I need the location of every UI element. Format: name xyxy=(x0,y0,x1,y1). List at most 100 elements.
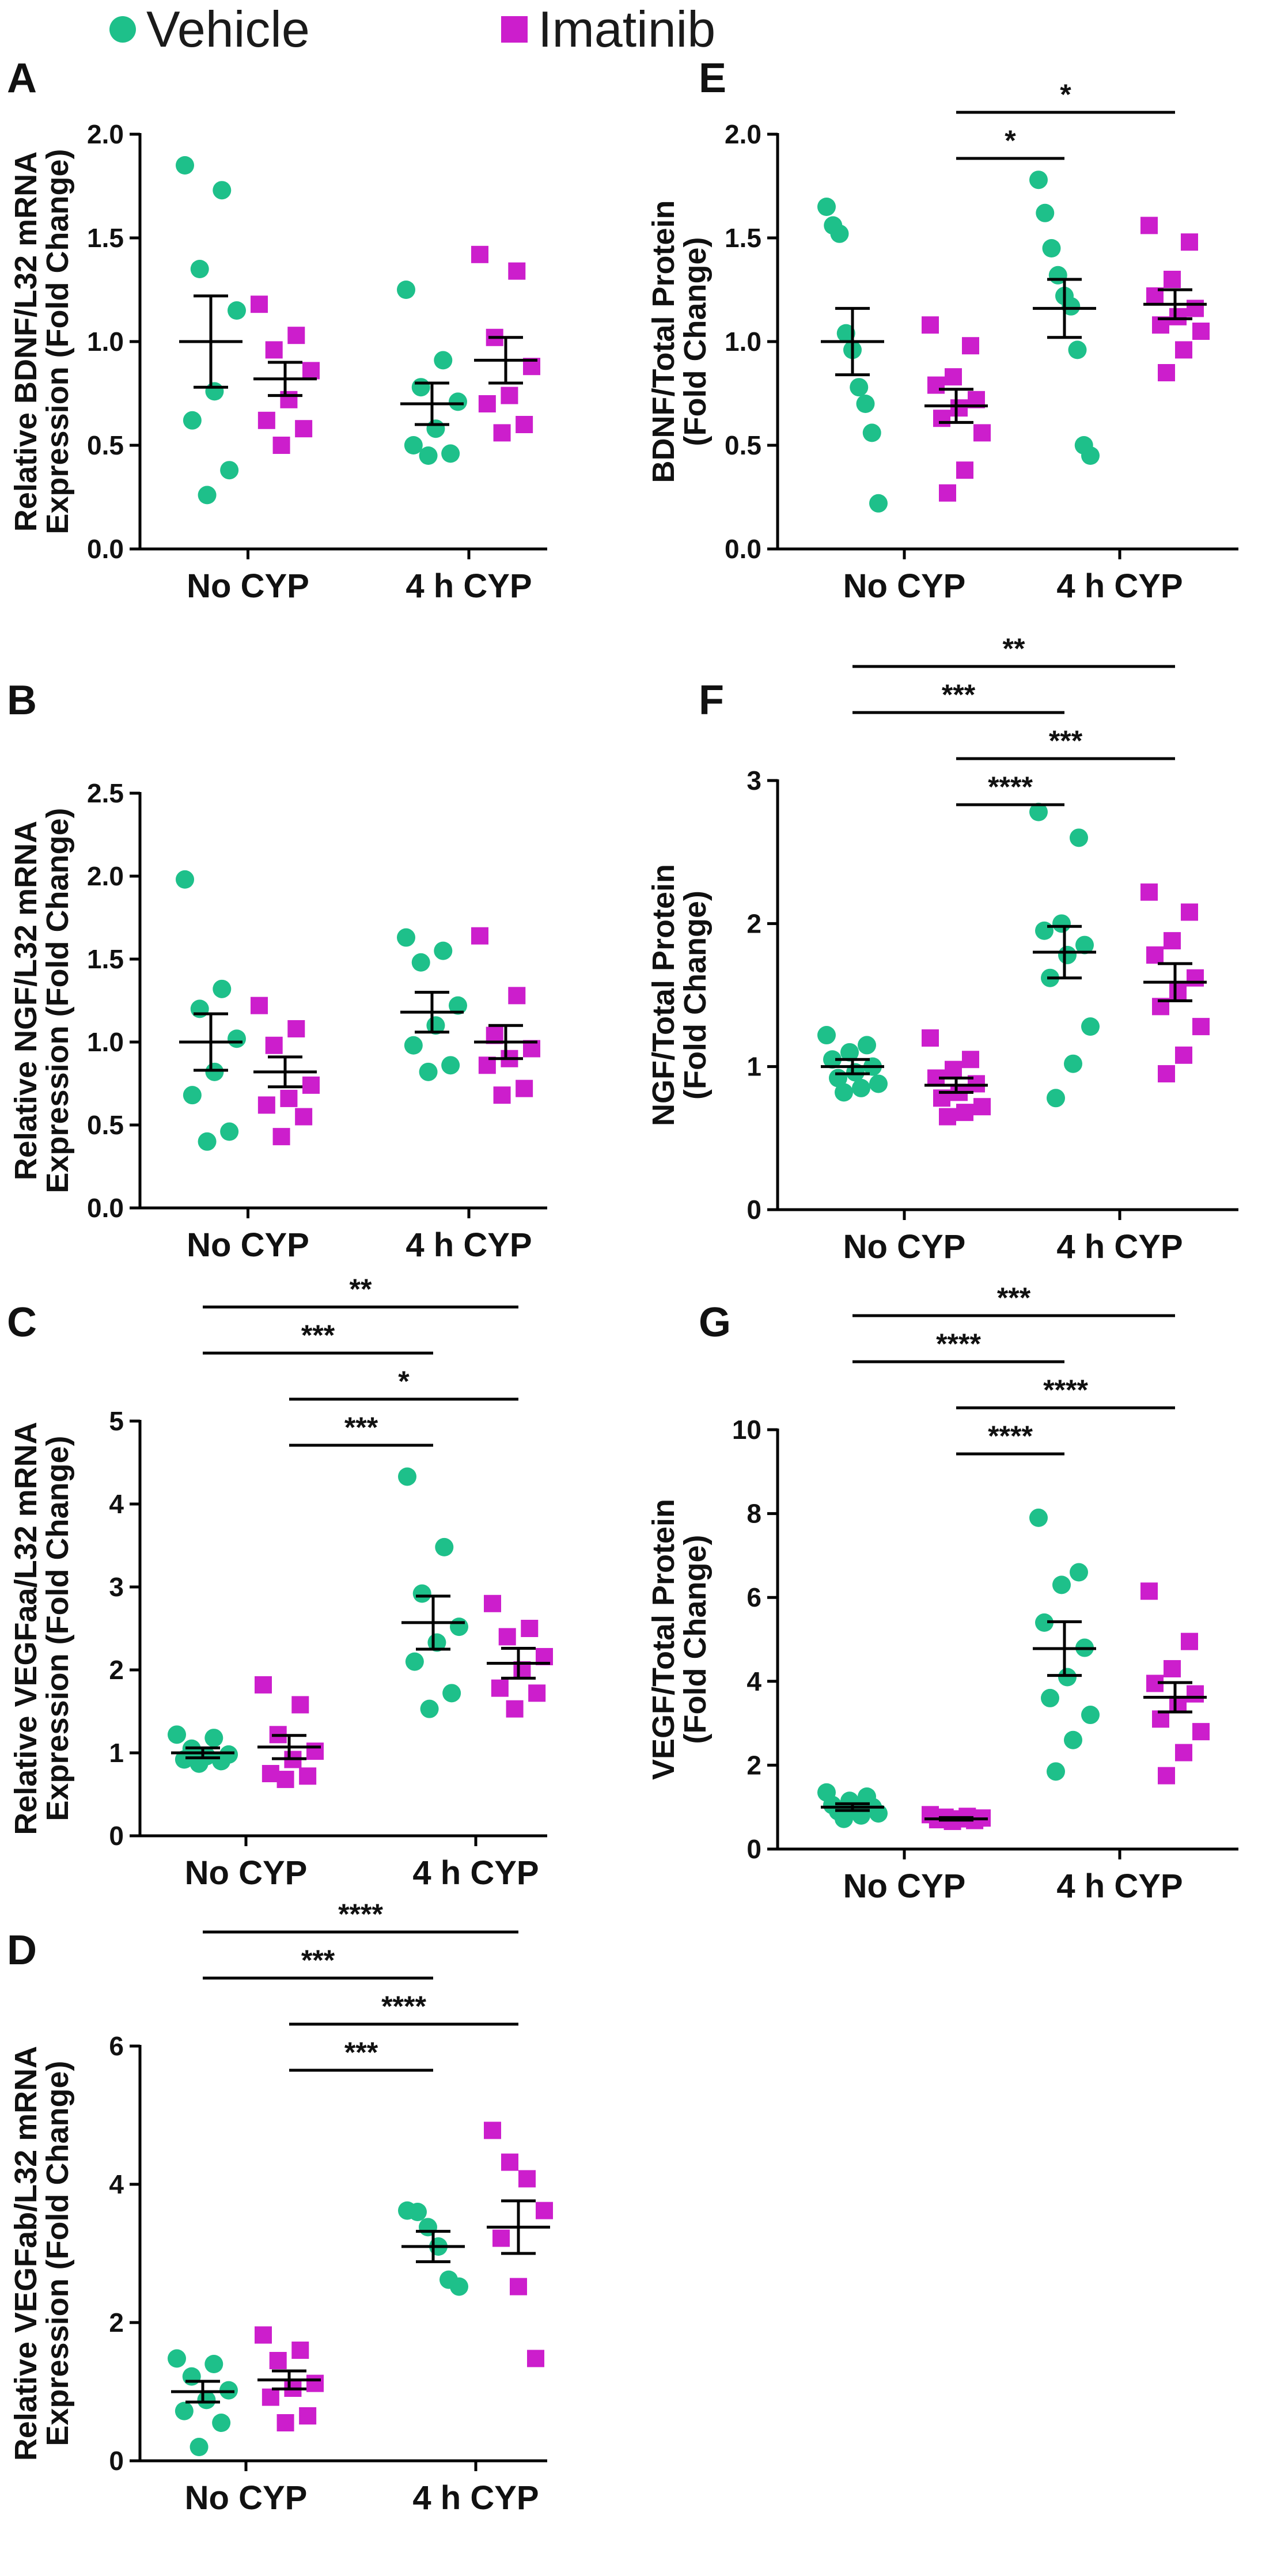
y-axis-label: Expression (Fold Change) xyxy=(40,1435,75,1821)
y-tick-label: 0 xyxy=(747,1834,761,1864)
data-point-vehicle xyxy=(450,2277,468,2296)
significance-label: * xyxy=(1060,78,1071,111)
data-point-imatinib xyxy=(508,987,526,1005)
data-point-imatinib xyxy=(506,1700,524,1718)
y-tick-label: 0.5 xyxy=(87,1110,124,1140)
data-point-imatinib xyxy=(1187,969,1204,987)
y-tick-label: 2 xyxy=(747,908,761,938)
data-point-vehicle xyxy=(862,423,881,442)
data-point-imatinib xyxy=(478,395,496,412)
data-point-vehicle xyxy=(419,1062,438,1081)
data-point-imatinib xyxy=(536,2202,553,2219)
data-point-imatinib xyxy=(962,1051,979,1069)
x-tick-label: No CYP xyxy=(843,1867,966,1905)
data-point-vehicle xyxy=(835,1083,853,1102)
data-point-imatinib xyxy=(922,316,939,334)
data-point-vehicle xyxy=(205,382,224,401)
data-point-vehicle xyxy=(182,2367,201,2386)
data-point-vehicle xyxy=(442,1684,461,1703)
x-tick-label: No CYP xyxy=(187,1226,309,1264)
data-point-vehicle xyxy=(1064,1054,1082,1073)
data-point-imatinib xyxy=(295,420,313,438)
data-point-imatinib xyxy=(973,424,991,442)
data-point-vehicle xyxy=(1070,828,1088,847)
data-point-imatinib xyxy=(262,2388,279,2406)
data-point-imatinib xyxy=(528,1684,546,1702)
data-point-vehicle xyxy=(1062,297,1081,316)
significance-label: * xyxy=(398,1365,410,1397)
data-point-imatinib xyxy=(280,1089,298,1107)
y-tick-label: 2.0 xyxy=(87,861,124,891)
y-axis-label: (Fold Change) xyxy=(678,1535,713,1744)
y-axis-label: Relative VEGFaa/L32 mRNA xyxy=(9,1422,43,1835)
data-point-imatinib xyxy=(1169,983,1187,1001)
y-axis-label: Expression (Fold Change) xyxy=(40,149,75,534)
significance-label: **** xyxy=(381,1990,426,2022)
y-tick-label: 3 xyxy=(109,1572,124,1602)
data-point-vehicle xyxy=(220,1122,239,1141)
panel-letter: D xyxy=(7,1927,37,1973)
panel-g: G VEGF/Total Protein(Fold Change) 0 2 4 6 8 10 N… xyxy=(646,1282,1238,1905)
x-tick-label: No CYP xyxy=(843,567,966,605)
x-tick-label: 4 h CYP xyxy=(1056,1867,1183,1905)
y-tick-label: 2.0 xyxy=(87,119,124,149)
data-point-vehicle xyxy=(1058,945,1077,964)
data-point-vehicle xyxy=(1058,1668,1077,1687)
y-tick-label: 2 xyxy=(109,1655,124,1685)
data-point-vehicle xyxy=(434,941,453,960)
y-axis-label: Expression (Fold Change) xyxy=(40,808,75,1193)
data-point-vehicle xyxy=(1068,340,1087,359)
data-point-vehicle xyxy=(817,1026,836,1045)
data-point-vehicle xyxy=(175,2401,194,2420)
data-point-vehicle xyxy=(840,1043,859,1062)
data-point-imatinib xyxy=(257,411,275,429)
data-point-vehicle xyxy=(449,996,467,1015)
data-point-vehicle xyxy=(228,301,246,320)
data-point-vehicle xyxy=(183,411,202,430)
y-tick-label: 5 xyxy=(109,1406,124,1436)
data-point-vehicle xyxy=(405,1652,424,1671)
data-point-imatinib xyxy=(521,1620,539,1637)
data-point-imatinib xyxy=(1169,308,1187,325)
data-point-vehicle xyxy=(1081,1706,1100,1725)
data-point-vehicle xyxy=(183,1086,202,1105)
x-tick-label: 4 h CYP xyxy=(1056,1228,1183,1266)
data-point-vehicle xyxy=(1052,914,1071,933)
x-tick-label: 4 h CYP xyxy=(412,1854,539,1892)
y-axis-label: Relative BDNF/L32 mRNA xyxy=(9,151,43,532)
significance-label: ** xyxy=(350,1273,372,1305)
data-point-imatinib xyxy=(1164,932,1181,950)
data-point-vehicle xyxy=(198,1132,217,1151)
data-point-imatinib xyxy=(516,416,533,433)
x-tick-label: 4 h CYP xyxy=(1056,567,1183,605)
data-point-vehicle xyxy=(404,436,423,454)
data-point-imatinib xyxy=(493,424,511,442)
y-axis-label: Expression (Fold Change) xyxy=(40,2060,75,2446)
y-axis-label: Relative NGF/L32 mRNA xyxy=(9,821,43,1180)
data-point-vehicle xyxy=(852,1078,870,1097)
data-point-imatinib xyxy=(1140,217,1158,234)
data-point-vehicle xyxy=(204,1729,223,1748)
y-axis-label: BDNF/Total Protein xyxy=(646,200,681,483)
data-point-vehicle xyxy=(1041,1688,1059,1707)
data-point-imatinib xyxy=(1175,1046,1192,1064)
data-point-imatinib xyxy=(269,2352,287,2369)
data-point-vehicle xyxy=(1064,1730,1082,1749)
data-point-vehicle xyxy=(1035,921,1054,940)
data-point-imatinib xyxy=(501,2153,518,2171)
data-point-imatinib xyxy=(306,2374,324,2392)
data-point-vehicle xyxy=(830,224,849,243)
y-tick-label: 6 xyxy=(109,2031,124,2061)
y-tick-label: 10 xyxy=(732,1415,761,1445)
x-tick-label: 4 h CYP xyxy=(406,1226,532,1264)
data-point-vehicle xyxy=(404,1036,423,1055)
y-tick-label: 0.0 xyxy=(725,534,761,564)
y-tick-label: 1.0 xyxy=(87,1027,124,1057)
data-point-vehicle xyxy=(1035,1613,1054,1632)
y-tick-label: 0 xyxy=(109,2446,124,2476)
data-point-imatinib xyxy=(516,1079,533,1097)
data-point-imatinib xyxy=(255,1676,272,1694)
y-tick-label: 0.0 xyxy=(87,534,124,564)
data-point-imatinib xyxy=(287,1020,305,1037)
